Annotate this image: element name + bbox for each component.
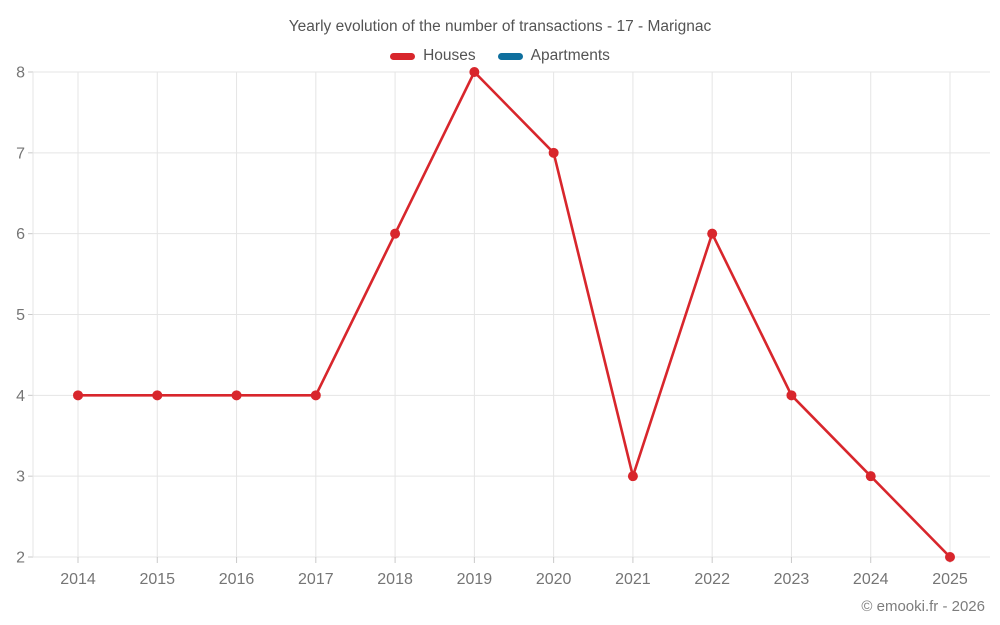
- x-axis-label: 2019: [457, 571, 493, 588]
- x-axis-label: 2014: [60, 571, 96, 588]
- x-axis-label: 2021: [615, 571, 651, 588]
- y-axis-label: 5: [16, 307, 25, 324]
- legend-swatch-houses: [390, 52, 416, 60]
- houses-data-point[interactable]: [390, 228, 401, 239]
- x-axis-label: 2022: [694, 571, 730, 588]
- x-axis-label: 2015: [139, 571, 175, 588]
- houses-data-point[interactable]: [945, 552, 955, 562]
- legend-label-apartments: Apartments: [530, 47, 610, 64]
- y-axis-label: 7: [16, 145, 25, 162]
- houses-data-point[interactable]: [548, 147, 559, 158]
- houses-data-point[interactable]: [865, 471, 876, 482]
- houses-data-point[interactable]: [152, 390, 163, 401]
- y-axis-label: 4: [16, 388, 25, 405]
- x-axis-label: 2018: [377, 571, 413, 588]
- houses-data-point[interactable]: [786, 390, 797, 401]
- x-axis-label: 2025: [932, 571, 968, 588]
- y-axis-label: 8: [16, 65, 25, 82]
- legend-item-houses[interactable]: Houses: [390, 47, 476, 65]
- houses-data-point[interactable]: [627, 471, 638, 482]
- houses-data-point[interactable]: [231, 390, 242, 401]
- houses-line: [76, 70, 952, 559]
- houses-data-point[interactable]: [73, 390, 83, 401]
- chart-title: Yearly evolution of the number of transa…: [288, 18, 712, 35]
- legend-item-apartments[interactable]: Apartments: [497, 47, 610, 65]
- legend-label-houses: Houses: [423, 47, 476, 64]
- x-axis-label: 2016: [219, 571, 255, 588]
- x-axis-label: 2020: [536, 571, 572, 588]
- copyright: © emooki.fr - 2026: [861, 598, 985, 615]
- y-axis-label: 3: [16, 469, 25, 486]
- x-axis-label: 2024: [853, 571, 889, 588]
- houses-data-point[interactable]: [707, 228, 718, 239]
- y-axis-label: 6: [16, 226, 25, 243]
- houses-data-point[interactable]: [310, 390, 321, 401]
- legend-swatch-apartments: [497, 52, 523, 60]
- x-axis-label: 2023: [774, 571, 810, 588]
- x-axis-label: 2017: [298, 571, 334, 588]
- legend: Houses Apartments: [0, 47, 1000, 65]
- houses-data-point[interactable]: [469, 67, 480, 77]
- y-axis-label: 2: [16, 550, 25, 567]
